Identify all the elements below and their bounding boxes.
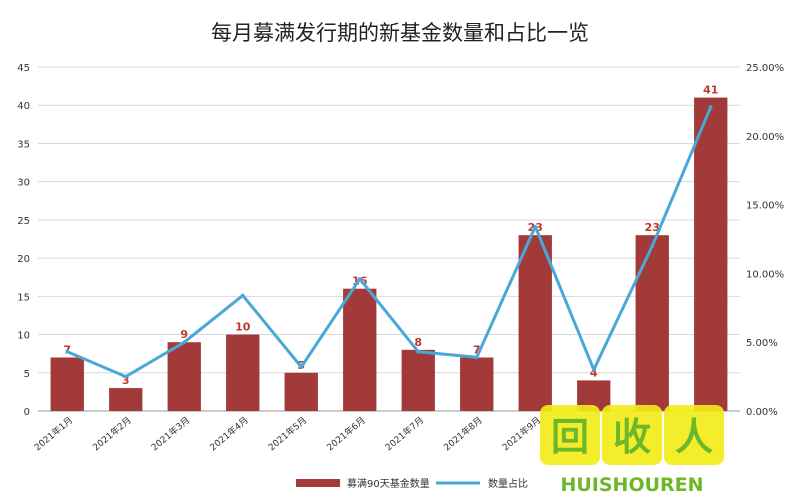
data-labels: 73910516872342341 [63,84,718,387]
y-axis-right: 0.00% 5.00% 10.00% 15.00% 20.00% 25.00% [746,63,784,418]
y-tick-left-label: 30 [17,178,30,189]
bar [226,334,260,411]
bar-data-label: 4 [590,366,598,379]
x-axis: 2021年1月 2021年2月 2021年3月 2021年4月 2021年5月 2021年… [32,414,543,453]
bar [694,97,728,412]
line-point [123,374,128,379]
bar [460,357,494,411]
y-tick-right-label: 0.00% [746,407,778,418]
grid-lines [38,66,740,412]
x-tick-label: 2021年4月 [207,414,250,453]
legend-line-label: 数量占比 [488,477,528,490]
bar-data-label: 7 [473,343,481,356]
line-point [299,365,304,369]
line-series [65,105,713,379]
svg-text:回: 回 [551,415,589,459]
bar-series [50,97,728,412]
x-tick-label: 2021年6月 [324,414,367,453]
bar [109,388,143,411]
legend-bar-swatch [296,479,340,487]
bar [518,235,552,411]
watermark-text: HUISHOUREN [560,474,703,496]
bar-data-label: 8 [414,336,422,349]
watermark-logo: 回 收 人 HUISHOUREN [540,405,724,496]
x-tick-label: 2021年2月 [90,414,133,453]
legend-bar-label: 募满90天基金数量 [347,477,430,490]
legend: 募满90天基金数量 数量占比 [296,477,528,490]
bar-data-label: 23 [645,221,660,234]
y-tick-left-label: 0 [24,407,30,418]
y-tick-left-label: 5 [24,369,30,380]
line-point [533,224,538,229]
y-tick-right-label: 10.00% [746,269,784,280]
x-tick-label: 2021年1月 [32,414,75,453]
y-tick-left-label: 15 [17,292,30,303]
bar-data-label: 7 [63,343,71,356]
bar [401,349,435,411]
bar [50,357,84,411]
line-point [708,105,713,109]
x-tick-label: 2021年3月 [149,414,192,453]
y-tick-left-label: 10 [17,331,30,342]
line-point [65,350,70,354]
x-tick-label: 2021年9月 [500,414,543,453]
bar-data-label: 9 [180,328,188,341]
line-point [474,355,479,360]
y-tick-right-label: 5.00% [746,338,778,349]
line-point [650,244,655,248]
line-point [591,367,596,372]
bar [284,372,318,411]
line-point [416,350,421,354]
bar-data-label: 41 [703,84,718,97]
x-tick-label: 2021年5月 [266,414,309,453]
y-tick-left-label: 40 [17,101,30,112]
y-tick-right-label: 25.00% [746,63,784,74]
svg-text:收: 收 [613,415,651,459]
svg-text:人: 人 [675,415,713,459]
series-line [66,106,713,379]
bar [343,288,377,411]
bar-data-label: 3 [122,374,130,387]
bar [635,235,669,411]
x-tick-label: 2021年8月 [441,414,484,453]
y-tick-right-label: 20.00% [746,132,784,143]
y-tick-left-label: 25 [17,216,30,227]
y-tick-right-label: 15.00% [746,201,784,212]
line-point [182,340,187,345]
bar [167,342,201,411]
y-tick-left-label: 20 [17,254,30,265]
y-tick-left-label: 45 [17,63,30,74]
x-tick-label: 2021年7月 [383,414,426,453]
line-point [357,277,362,281]
chart-title: 每月募满发行期的新基金数量和占比一览 [211,21,589,45]
y-tick-left-label: 35 [17,139,30,150]
bar-data-label: 10 [235,321,251,334]
y-axis-left: 0 5 10 15 20 25 30 35 40 45 [17,63,30,418]
line-point [240,293,245,298]
